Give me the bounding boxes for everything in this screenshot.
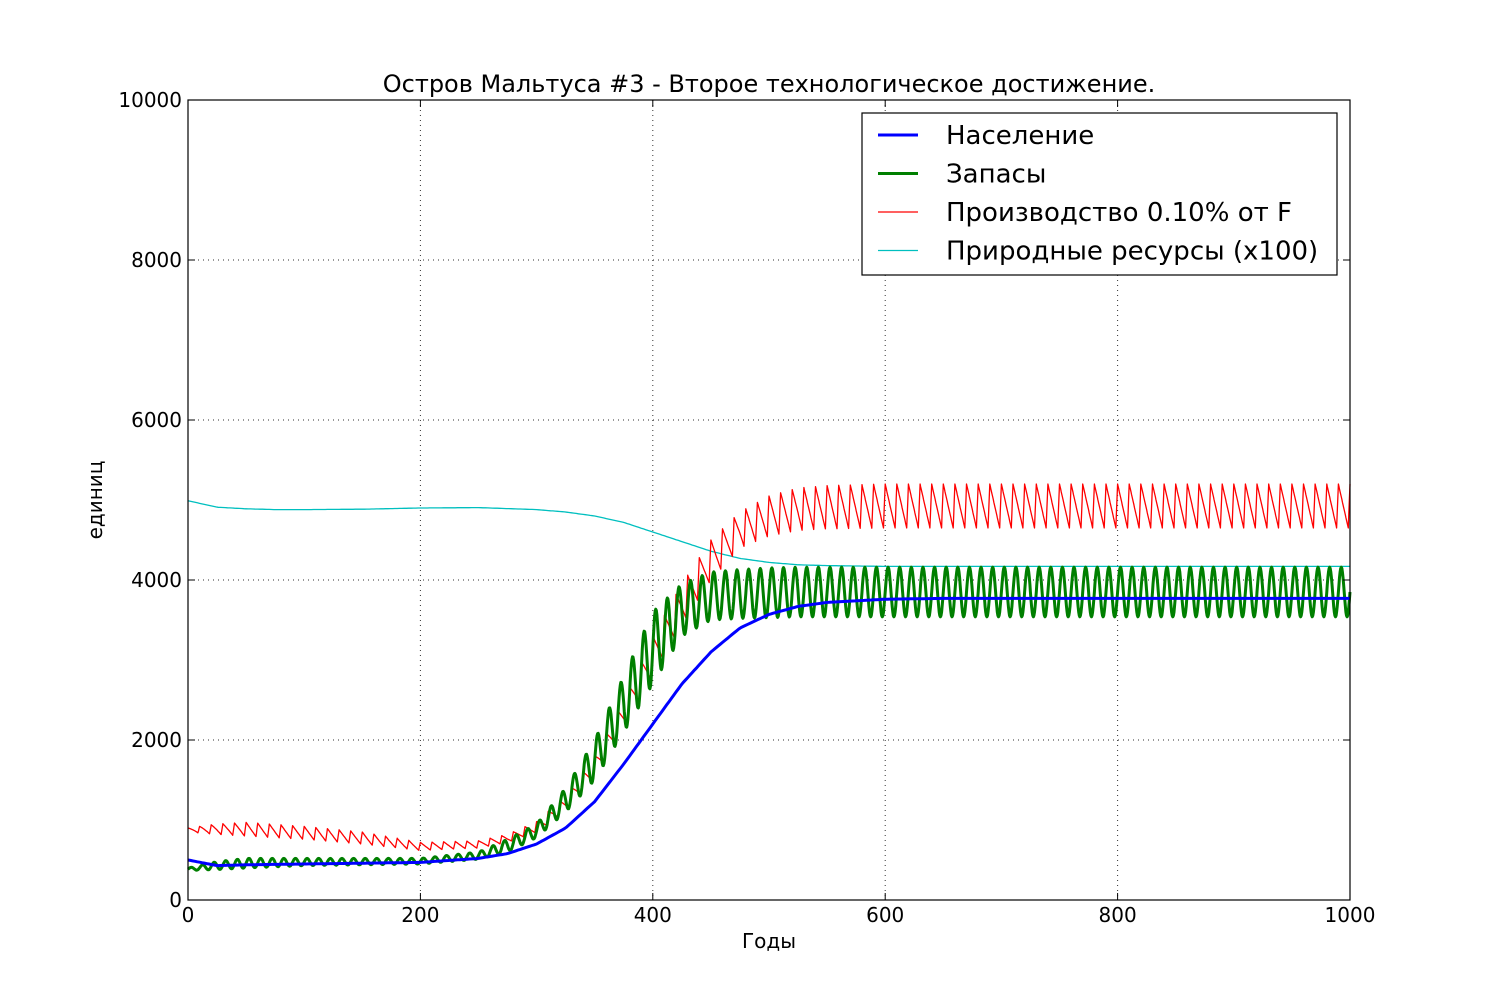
x-tick-label: 400 [634, 903, 672, 927]
y-tick-label: 2000 [131, 728, 182, 752]
plot-frame [187, 99, 1351, 901]
x-tick-label: 600 [866, 903, 904, 927]
legend-label: Природные ресурсы (x100) [946, 237, 1318, 267]
x-tick-label: 200 [401, 903, 439, 927]
legend-items: Население Запасы Производство 0.10% от F Пр… [878, 121, 1318, 267]
legend: Население Запасы Производство 0.10% от F Пр… [861, 112, 1338, 276]
y-tick-label: 0 [169, 888, 182, 912]
x-tick-label: 0 [182, 903, 195, 927]
legend-box [861, 112, 1338, 276]
legend-item-resources: Природные ресурсы (x100) [878, 237, 1318, 267]
legend-item-production: Производство 0.10% от F [878, 198, 1292, 228]
legend-label: Население [946, 121, 1094, 151]
y-tick-label: 6000 [131, 408, 182, 432]
y-tick-label: 8000 [131, 248, 182, 272]
x-axis-label: Годы [742, 929, 796, 953]
x-tick-label: 1000 [1325, 903, 1376, 927]
x-tick-label: 800 [1099, 903, 1137, 927]
y-tick-label: 10000 [118, 88, 182, 112]
legend-label: Производство 0.10% от F [946, 198, 1292, 228]
chart-title: Остров Мальтуса #3 - Второе технологичес… [383, 70, 1156, 98]
legend-item-stocks: Запасы [878, 160, 1046, 190]
series-layer [187, 483, 1352, 872]
stocks-line [187, 565, 1352, 872]
legend-item-population: Население [878, 121, 1094, 151]
legend-label: Запасы [946, 160, 1046, 190]
production-line [187, 483, 1351, 851]
population-line [187, 596, 1350, 868]
y-tick-label: 4000 [131, 568, 182, 592]
y-axis-label: единиц [83, 461, 107, 540]
